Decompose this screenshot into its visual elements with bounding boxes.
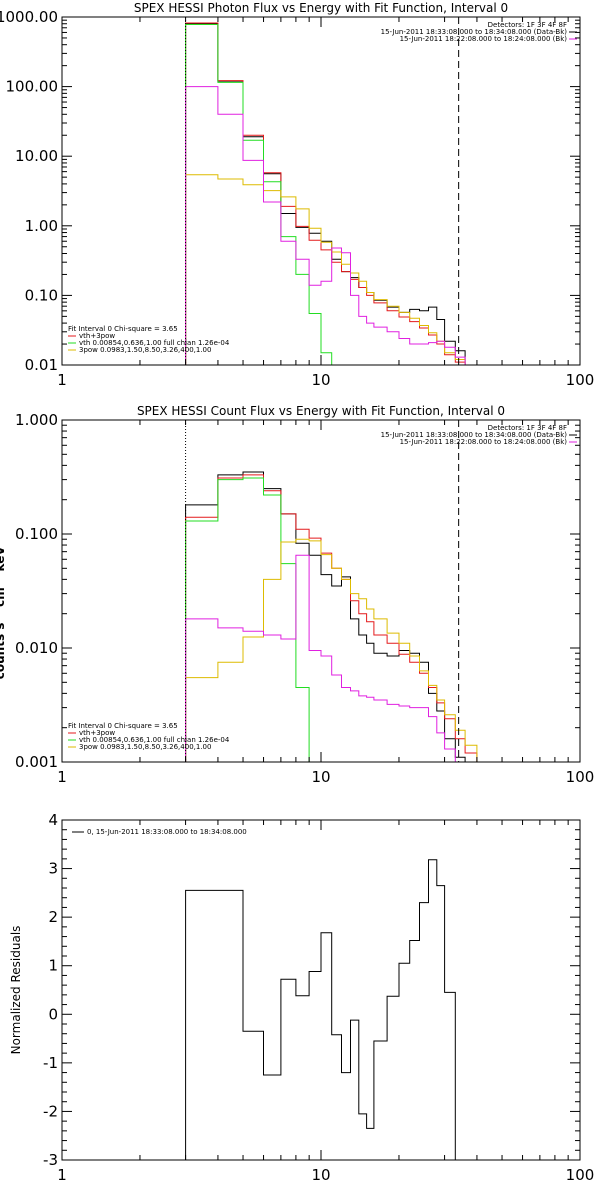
plot-area (185, 471, 489, 762)
y-tick-label: 0.10 (25, 286, 58, 304)
x-tick-label: 10 (311, 371, 330, 389)
y-tick-label: 4 (48, 811, 58, 829)
y-tick-label: 0.01 (25, 356, 58, 374)
y-tick-label: -3 (43, 1151, 58, 1169)
x-tick-label: 1 (57, 1166, 67, 1184)
legend-label: 3pow 0.0983,1.50,8.50,3.26,400,1.00 (79, 346, 211, 354)
series-line (185, 859, 456, 1160)
info-line: 15-Jun-2011 18:22:08.000 to 18:24:08.000… (400, 35, 568, 43)
legend-label: vth 0.00854,0.636,1.00 full chian 1.26e-… (79, 736, 230, 744)
chart-panel-1: SPEX HESSI Photon Flux vs Energy with Fi… (0, 1, 594, 389)
series-line (185, 554, 456, 762)
y-tick-label: 2 (48, 908, 58, 926)
y-tick-label: 1.00 (25, 217, 58, 235)
x-tick-label: 100 (566, 768, 595, 786)
series-line (185, 477, 322, 762)
series-line (185, 22, 466, 365)
info-line: Detectors: 1F 3F 4F 8F (488, 424, 567, 432)
y-axis-label: Normalized Residuals (9, 926, 23, 1055)
x-tick-label: 100 (566, 371, 595, 389)
y-tick-label: 0.001 (15, 753, 58, 771)
x-tick-label: 1 (57, 768, 67, 786)
series-line (185, 174, 466, 365)
series-line (185, 538, 489, 762)
info-line: 15-Jun-2011 18:22:08.000 to 18:24:08.000… (400, 438, 568, 446)
y-tick-label: 0 (48, 1005, 58, 1023)
legend-label: Fit Interval 0 Chi-square = 3.65 (68, 722, 178, 730)
plot-area (185, 859, 456, 1160)
y-axis-label: counts s⁻¹ cm⁻² keV⁻¹ (0, 535, 7, 679)
legend-label: Fit Interval 0 Chi-square = 3.65 (68, 325, 178, 333)
y-tick-label: 10.00 (15, 147, 58, 165)
y-tick-label: 100.00 (6, 78, 59, 96)
legend-label: vth+3pow (79, 729, 115, 737)
chart-panel-2: SPEX HESSI Count Flux vs Energy with Fit… (0, 404, 594, 786)
info-line: 15-Jun-2011 18:33:08.000 to 18:34:08.000… (381, 431, 568, 439)
legend-label: vth 0.00854,0.636,1.00 full chian 1.26e-… (79, 339, 230, 347)
chart-panel-3: 1 10 100 -3 -2 -1 0 1 2 3 4 Normalized Residuals 0, … (9, 811, 594, 1184)
y-tick-label: 0.010 (15, 639, 58, 657)
legend-label: vth+3pow (79, 332, 115, 340)
x-tick-label: 100 (566, 1166, 595, 1184)
x-tick-label: 10 (311, 768, 330, 786)
series-line (185, 86, 466, 365)
y-tick-label: 1000.00 (0, 8, 58, 26)
chart-title: SPEX HESSI Photon Flux vs Energy with Fi… (134, 1, 508, 15)
plot-area (185, 22, 466, 365)
y-tick-label: -2 (43, 1102, 58, 1120)
y-tick-label: 1.000 (15, 411, 58, 429)
y-tick-label: 3 (48, 860, 58, 878)
info-line: Detectors: 1F 3F 4F 8F (488, 21, 567, 29)
y-tick-label: 0.100 (15, 525, 58, 543)
y-tick-label: 1 (48, 957, 58, 975)
series-line (185, 471, 466, 762)
chart-title: SPEX HESSI Count Flux vs Energy with Fit… (137, 404, 505, 418)
y-tick-label: -1 (43, 1054, 58, 1072)
x-tick-label: 10 (311, 1166, 330, 1184)
legend-label: 3pow 0.0983,1.50,8.50,3.26,400,1.00 (79, 743, 211, 751)
legend-label: 0, 15-Jun-2011 18:33:08.000 to 18:34:08.… (87, 828, 247, 836)
info-line: 15-Jun-2011 18:33:08.000 to 18:34:08.000… (381, 28, 568, 36)
x-tick-label: 1 (57, 371, 67, 389)
